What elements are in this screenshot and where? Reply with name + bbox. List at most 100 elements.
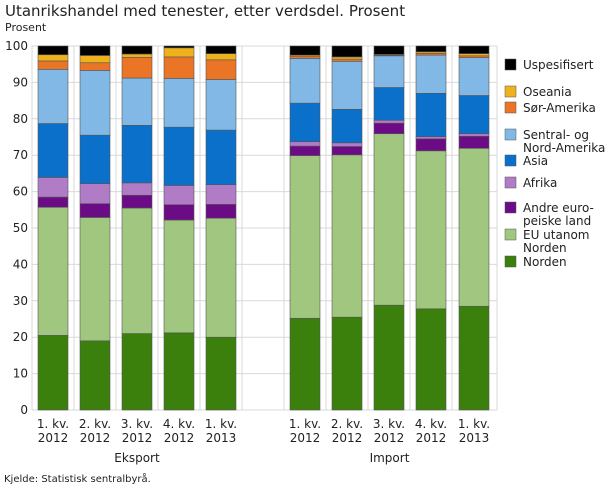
- y-axis-label: Prosent: [5, 21, 47, 34]
- chart-title: Utanrikshandel med tenester, etter verds…: [5, 2, 405, 20]
- bar-segment-oseania: [163, 47, 195, 58]
- bar-segment-eu-utanom-norden: [373, 133, 405, 306]
- x-tick-label: 2012: [332, 431, 363, 445]
- bar-segment-norden: [79, 340, 111, 411]
- bar-segment-oseania: [79, 55, 111, 64]
- x-tick-label: 1. kv.: [289, 417, 321, 431]
- y-tick-label: 40: [13, 257, 28, 271]
- bar-segment-afrika: [205, 184, 237, 205]
- bar-segment-uspesifisert: [205, 45, 237, 54]
- group-label: Eksport: [114, 451, 160, 465]
- y-tick-label: 80: [13, 112, 28, 126]
- legend-swatch: [504, 228, 517, 241]
- bar-segment-sør-amerika: [121, 56, 153, 79]
- bar-segment-afrika: [163, 185, 195, 206]
- bar-segment-asia: [373, 87, 405, 121]
- bar-segment-norden: [205, 336, 237, 411]
- bar-segment-sentral-og-nord-amerika: [373, 55, 405, 88]
- bar-segment-uspesifisert: [289, 45, 321, 56]
- bar-segment-oseania: [121, 53, 153, 58]
- bar-segment-sør-amerika: [79, 62, 111, 71]
- bar-segment-norden: [289, 317, 321, 411]
- bar-segment-afrika: [37, 177, 69, 198]
- bar-segment-andre-europeiske-land: [163, 204, 195, 221]
- bar-segment-asia: [331, 109, 363, 144]
- legend-label: Afrika: [523, 176, 557, 190]
- bar-segment-sentral-og-nord-amerika: [289, 58, 321, 104]
- bar-segment-asia: [79, 134, 111, 184]
- x-tick-label: 2012: [416, 431, 447, 445]
- y-tick-label: 100: [5, 39, 28, 53]
- bar-segment-sentral-og-nord-amerika: [163, 78, 195, 128]
- x-tick-label: 1. kv.: [205, 417, 237, 431]
- bar-segment-andre-europeiske-land: [415, 138, 447, 152]
- bar-segment-eu-utanom-norden: [415, 150, 447, 310]
- y-tick-label: 20: [13, 330, 28, 344]
- bar-segment-sentral-og-nord-amerika: [79, 70, 111, 136]
- x-tick-label: 4. kv.: [415, 417, 447, 431]
- bar-segment-sør-amerika: [37, 60, 69, 70]
- bar-segment-uspesifisert: [37, 45, 69, 56]
- legend-label: Sør-Amerika: [523, 101, 596, 115]
- x-tick-label: 1. kv.: [458, 417, 490, 431]
- legend-label: Norden: [523, 241, 567, 255]
- legend-swatch: [504, 58, 517, 71]
- x-tick-label: 2012: [374, 431, 405, 445]
- bar-segment-sentral-og-nord-amerika: [205, 79, 237, 131]
- bar-segment-asia: [121, 125, 153, 184]
- bar-segment-afrika: [373, 119, 405, 124]
- x-tick-label: 2. kv.: [79, 417, 111, 431]
- bar-segment-norden: [121, 333, 153, 411]
- bar-segment-andre-europeiske-land: [37, 196, 69, 208]
- bar-segment-eu-utanom-norden: [331, 154, 363, 318]
- bar-segment-asia: [289, 102, 321, 143]
- bar-segment-oseania: [331, 56, 363, 60]
- bar-segment-sør-amerika: [331, 58, 363, 62]
- bar-segment-norden: [163, 332, 195, 411]
- bar-segment-uspesifisert: [79, 45, 111, 56]
- x-tick-label: 3. kv.: [373, 417, 405, 431]
- bar-segment-sentral-og-nord-amerika: [458, 57, 490, 96]
- x-tick-label: 4. kv.: [163, 417, 195, 431]
- source-note: Kjelde: Statistisk sentralbyrå.: [4, 472, 151, 485]
- bar-segment-andre-europeiske-land: [458, 135, 490, 149]
- legend-swatch: [504, 101, 517, 114]
- bar-segment-andre-europeiske-land: [373, 122, 405, 135]
- y-tick-label: 50: [13, 221, 28, 235]
- bar-segment-sentral-og-nord-amerika: [331, 60, 363, 110]
- legend-swatch: [504, 128, 517, 141]
- bar-segment-sør-amerika: [205, 59, 237, 80]
- x-tick-label: 2012: [122, 431, 153, 445]
- bar-segment-sentral-og-nord-amerika: [37, 68, 69, 124]
- bar-segment-norden: [458, 305, 490, 411]
- x-tick-label: 2013: [206, 431, 237, 445]
- bar-segment-asia: [415, 93, 447, 137]
- bar-segment-uspesifisert: [331, 45, 363, 58]
- legend-swatch: [504, 176, 517, 189]
- bar-segment-sør-amerika: [163, 56, 195, 79]
- legend-label: Nord-Amerika: [523, 141, 605, 155]
- bar-segment-afrika: [458, 133, 490, 137]
- legend-label: Andre euro-: [523, 201, 594, 215]
- group-label: Import: [370, 451, 410, 465]
- bar-segment-eu-utanom-norden: [205, 217, 237, 338]
- x-tick-label: 2012: [80, 431, 111, 445]
- bar-segment-andre-europeiske-land: [79, 203, 111, 218]
- bar-segment-asia: [205, 129, 237, 185]
- legend-label: peiske land: [523, 214, 591, 228]
- legend-swatch: [504, 85, 517, 98]
- y-tick-label: 30: [13, 294, 28, 308]
- legend-label: Asia: [523, 154, 548, 168]
- x-tick-label: 1. kv.: [37, 417, 69, 431]
- y-tick-label: 70: [13, 148, 28, 162]
- bar-segment-uspesifisert: [458, 45, 490, 54]
- bar-segment-afrika: [289, 141, 321, 147]
- y-tick-label: 0: [20, 403, 28, 417]
- x-tick-label: 3. kv.: [121, 417, 153, 431]
- bar-segment-asia: [458, 95, 490, 135]
- bar-segment-sentral-og-nord-amerika: [415, 54, 447, 94]
- bar-segment-eu-utanom-norden: [37, 206, 69, 336]
- bar-segment-afrika: [415, 136, 447, 140]
